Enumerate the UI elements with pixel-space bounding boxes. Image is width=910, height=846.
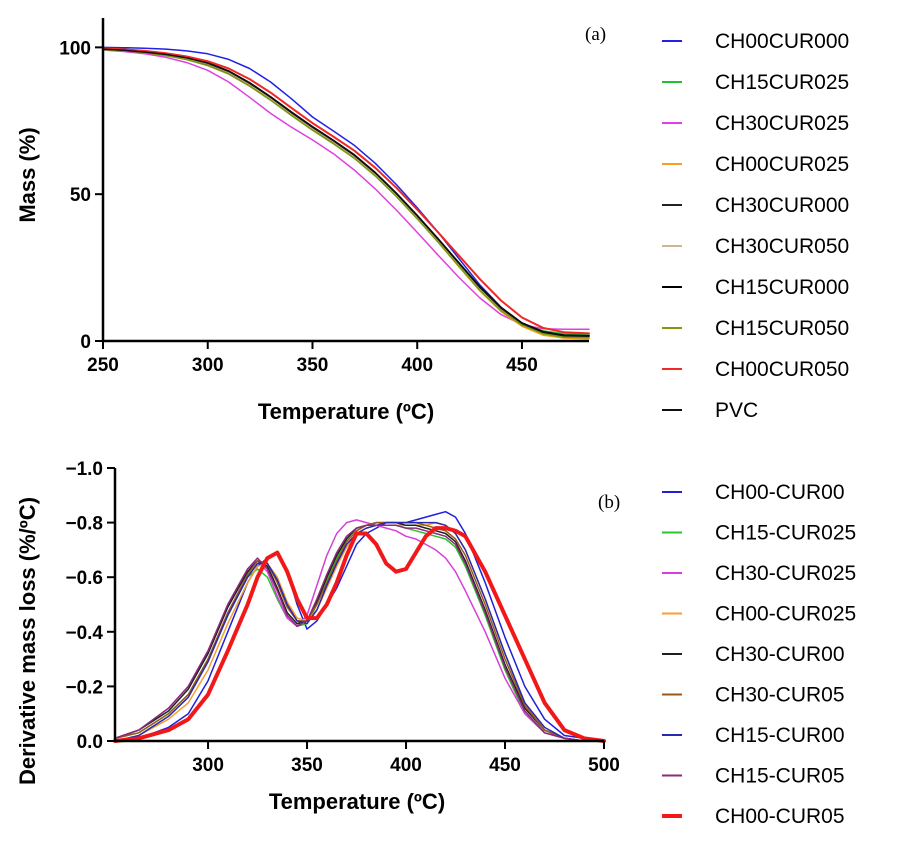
panel-a-x-tick-label: 450 <box>506 355 538 376</box>
legend-label: CH00CUR025 <box>715 153 849 176</box>
panel-b-x-tick-label: 400 <box>390 755 422 776</box>
panel-b-legend-item: CH30-CUR05 <box>662 684 845 707</box>
panel-b-legend-item: CH00-CUR05 <box>662 805 845 828</box>
panel-a-series-line-ch15cur025 <box>102 48 590 335</box>
panel-b-legend-item: CH30-CUR00 <box>662 643 845 666</box>
legend-label: CH00-CUR025 <box>715 603 856 626</box>
legend-label: CH15-CUR025 <box>715 522 856 545</box>
panel-a-legend-item: PVC <box>662 399 758 422</box>
panel-b-label: (b) <box>598 492 620 513</box>
legend-label: CH30CUR050 <box>715 235 849 258</box>
panel-a-x-tick-label: 350 <box>297 355 329 376</box>
panel-b-series-line-ch30-cur00 <box>114 521 605 742</box>
panel-a-y-tick-label: 50 <box>70 185 91 206</box>
panel-a-series-line-ch00cur050 <box>102 47 590 335</box>
panel-b-x-tick-label: 300 <box>192 755 224 776</box>
panel-a-legend-item: CH00CUR000 <box>662 30 849 53</box>
panel-a-x-axis-title: Temperature (ºC) <box>258 399 434 424</box>
panel-a-x-ticks: 250 300 350 400 450 <box>87 341 538 376</box>
panel-a-legend-item: CH30CUR050 <box>662 235 849 258</box>
legend-label: CH30CUR025 <box>715 112 849 135</box>
legend-label: CH30CUR000 <box>715 194 849 217</box>
legend-label: CH00CUR050 <box>715 358 849 381</box>
panel-b-x-tick-label: 450 <box>489 755 521 776</box>
panel-a-legend-item: CH30CUR025 <box>662 112 849 135</box>
legend-label: CH15CUR000 <box>715 276 849 299</box>
legend-label: CH30-CUR00 <box>715 643 845 666</box>
panel-a-label: (a) <box>585 24 606 45</box>
panel-b-series-line-ch00-cur025 <box>114 521 605 742</box>
panel-a-series-lines <box>102 46 590 340</box>
legend-label: CH00CUR000 <box>715 30 849 53</box>
panel-a-legend-item: CH30CUR000 <box>662 194 849 217</box>
panel-b-legend-item: CH15-CUR025 <box>662 522 856 545</box>
panel-a-y-tick-label: 100 <box>59 38 91 59</box>
panel-a-series-line-ch15cur050 <box>102 48 590 339</box>
panel-b-series-line-ch30-cur05 <box>114 521 605 742</box>
panel-a-series-line-ch30cur050 <box>102 48 590 339</box>
panel-a-x-tick-label: 300 <box>192 355 224 376</box>
panel-b-y-tick-label: 0.0 <box>77 732 103 753</box>
panel-a-series-line-ch30cur025 <box>102 49 590 331</box>
panel-a-series-line-ch00cur025 <box>102 48 590 340</box>
panel-a-y-tick-label: 0 <box>80 332 91 353</box>
panel-a-y-axis-title: Mass (%) <box>15 127 40 222</box>
panel-b-legend-item: CH15-CUR00 <box>662 724 845 747</box>
panel-b-y-tick-label: −0.2 <box>65 677 103 698</box>
legend-label: CH30-CUR05 <box>715 684 845 707</box>
panel-b-derivative-chart: 300 350 400 450 500 0.0−0.2−0.4−0.6−0.8−1.0 … <box>15 459 856 828</box>
panel-b-y-tick-label: −0.4 <box>65 623 103 644</box>
legend-label: CH00-CUR05 <box>715 805 845 828</box>
panel-a-legend: CH00CUR000 CH15CUR025 CH30CUR025 CH00CUR025… <box>662 30 849 422</box>
panel-a-x-tick-label: 400 <box>401 355 433 376</box>
panel-a-series-line-ch30cur000 <box>102 48 590 337</box>
panel-b-y-tick-label: −1.0 <box>65 459 103 480</box>
panel-a-legend-item: CH15CUR025 <box>662 71 849 94</box>
panel-a-x-tick-label: 250 <box>87 355 119 376</box>
panel-b-series-line-ch00-cur05 <box>113 526 606 743</box>
panel-b-y-tick-label: −0.8 <box>65 514 103 535</box>
panel-b-y-axis-title: Derivative mass loss (%/ºC) <box>15 497 40 785</box>
panel-a-series-line-ch00cur000 <box>102 46 590 337</box>
panel-a-y-ticks: 0 50 100 <box>59 38 103 353</box>
legend-label: CH15-CUR05 <box>715 765 845 788</box>
panel-b-y-tick-label: −0.6 <box>65 568 103 589</box>
panel-b-x-ticks: 300 350 400 450 500 <box>192 741 620 776</box>
panel-b-legend-item: CH00-CUR025 <box>662 603 856 626</box>
panel-b-series-line-ch00-cur00 <box>114 510 605 742</box>
panel-b-legend-item: CH00-CUR00 <box>662 481 845 504</box>
panel-b-y-ticks: 0.0 −0.2 −0.4 −0.6 −0.8 −1.0 <box>65 459 115 753</box>
legend-label: CH15CUR025 <box>715 71 849 94</box>
panel-b-legend-item: CH30-CUR025 <box>662 562 856 585</box>
panel-a-legend-item: CH15CUR000 <box>662 276 849 299</box>
panel-b-x-tick-label: 500 <box>588 755 620 776</box>
panel-a-legend-item: CH00CUR025 <box>662 153 849 176</box>
panel-b-legend-item: CH15-CUR05 <box>662 765 845 788</box>
panel-b-series-lines <box>113 510 606 743</box>
panel-a-legend-item: CH00CUR050 <box>662 358 849 381</box>
legend-label: CH15CUR050 <box>715 317 849 340</box>
panel-b-series-line-ch30-cur025 <box>114 519 605 742</box>
legend-label: CH00-CUR00 <box>715 481 845 504</box>
legend-label: CH30-CUR025 <box>715 562 856 585</box>
legend-label: PVC <box>715 399 758 422</box>
panel-b-legend: CH00-CUR00 CH15-CUR025 CH30-CUR025 CH00-CUR… <box>662 481 856 828</box>
panel-b-x-axis-title: Temperature (ºC) <box>269 789 445 814</box>
panel-b-series-line-ch15-cur025 <box>114 524 605 742</box>
legend-label: CH15-CUR00 <box>715 724 845 747</box>
panel-b-x-tick-label: 350 <box>291 755 323 776</box>
panel-a-series-line-pvc <box>102 48 590 338</box>
panel-b-series-line-ch15-cur00 <box>114 521 605 742</box>
panel-a-legend-item: CH15CUR050 <box>662 317 849 340</box>
panel-b-series-line-ch15-cur05 <box>114 524 605 742</box>
panel-a-series-line-ch15cur000 <box>102 48 590 337</box>
